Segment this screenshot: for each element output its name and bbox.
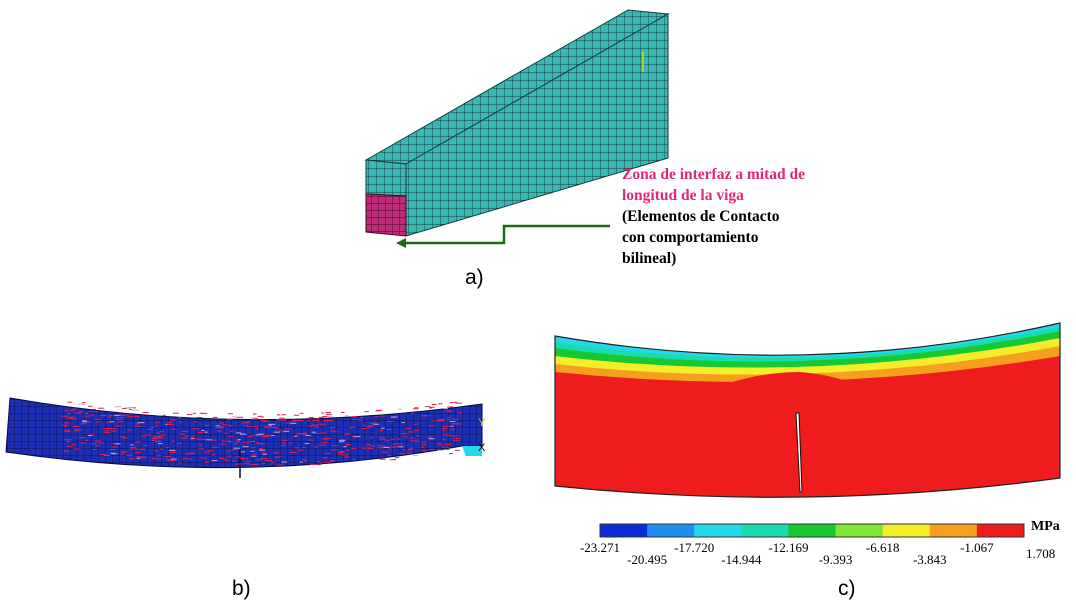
- legend-tick-label: -6.618: [866, 540, 900, 555]
- annotation-body-line-3: bilineal): [622, 250, 677, 267]
- legend-tick-label: -9.393: [819, 552, 853, 567]
- annotation-title: Zona de interfaz a mitad de longitud de …: [622, 164, 805, 206]
- annotation-body: (Elementos de Contacto con comportamient…: [622, 206, 780, 269]
- legend-tick-label: -23.271: [580, 540, 620, 555]
- annotation-title-line-2: longitud de la viga: [622, 187, 744, 204]
- beam-3d-mesh: [364, 9, 670, 237]
- interface-zone: [365, 193, 407, 237]
- legend-tick-label: -3.843: [913, 552, 947, 567]
- axis-label-y-marker: Y: [478, 417, 486, 429]
- legend-tick-label: -1.067: [960, 540, 994, 555]
- legend-swatch: [929, 524, 978, 537]
- beam-outline: [554, 322, 1061, 498]
- legend-swatch: [741, 524, 789, 537]
- deformed-beam-mesh: [5, 397, 483, 478]
- caption-a: a): [465, 266, 484, 289]
- legend-tick-label: 1.708: [1026, 546, 1055, 561]
- annotation-body-line-2: con comportamiento: [622, 229, 759, 246]
- beam-end-face-top: [365, 159, 407, 197]
- legend-swatch: [647, 524, 695, 537]
- legend-tick-label: -20.495: [627, 552, 667, 567]
- legend-swatch: [835, 524, 884, 537]
- legend-swatch: [694, 524, 742, 537]
- contact-marks: [62, 401, 462, 466]
- legend-swatch: [788, 524, 837, 537]
- annotation-title-line-1: Zona de interfaz a mitad de: [622, 166, 805, 183]
- annotation-arrow: [400, 224, 610, 245]
- legend-tick-label: -17.720: [674, 540, 714, 555]
- legend-border: [599, 523, 1025, 538]
- caption-b: b): [232, 577, 251, 600]
- legend-swatch: [882, 524, 931, 537]
- legend-swatch: [976, 524, 1025, 537]
- legend-swatch: [600, 524, 648, 537]
- legend-tick-label: -12.169: [768, 540, 808, 555]
- legend-unit: MPa: [1031, 519, 1060, 534]
- annotation-body-line-1: (Elementos de Contacto: [622, 208, 780, 225]
- caption-c: c): [838, 577, 856, 600]
- legend-tick-label: -14.944: [721, 552, 762, 567]
- axis-label-x: X: [478, 442, 486, 454]
- arrow-head: [396, 238, 406, 248]
- stress-legend: -23.271 -20.495 -17.720 -14.944 -12.169 -9.39…: [580, 523, 1055, 567]
